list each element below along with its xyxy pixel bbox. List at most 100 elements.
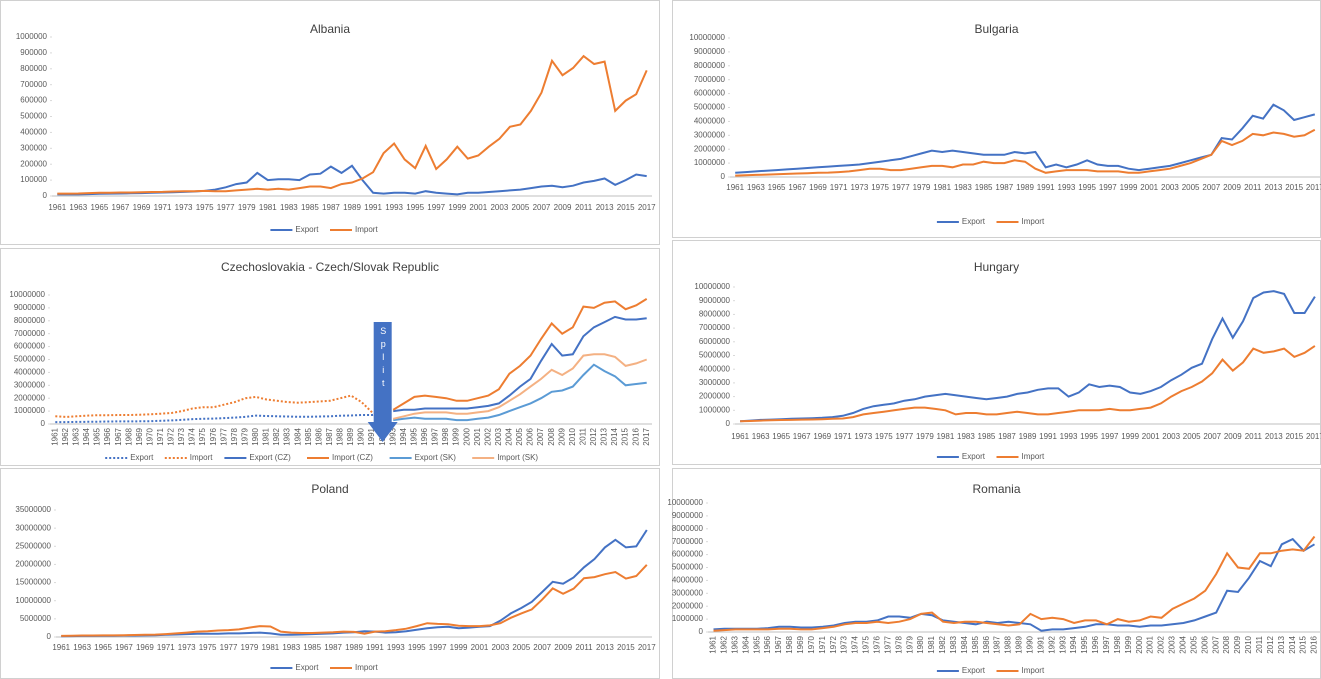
x-tick-label: 1975	[875, 432, 893, 441]
x-tick-label: 1991	[1039, 432, 1057, 441]
y-tick-label: 5000000	[14, 355, 46, 364]
x-tick-label: 1987	[998, 432, 1016, 441]
x-tick-label: 1995	[1078, 183, 1096, 192]
x-tick-label: 1999	[448, 203, 466, 212]
x-tick-label: 1985	[303, 643, 321, 652]
panel	[672, 240, 1321, 465]
x-tick-label: 1975	[871, 183, 889, 192]
x-tick-label: 2007	[1202, 183, 1220, 192]
x-tick-label: 1981	[259, 203, 277, 212]
x-tick-label: 1985	[301, 203, 319, 212]
y-tick-label: 2000000	[14, 393, 46, 402]
y-tick-label: 6000000	[672, 550, 704, 559]
y-tick-label: 1000000	[694, 158, 726, 167]
x-tick-label: 2003	[491, 643, 509, 652]
x-tick-label: 1970	[145, 427, 154, 445]
x-tick-label: 1991	[364, 203, 382, 212]
x-tick-label: 1991	[367, 427, 376, 445]
y-tick-label: 5000000	[20, 614, 52, 623]
x-tick-label: 2001	[473, 427, 482, 445]
x-tick-label: 2017	[642, 427, 651, 445]
x-tick-label: 2010	[1244, 635, 1253, 653]
series-line	[392, 298, 648, 411]
x-tick-label: 2016	[631, 427, 640, 445]
y-tick-label: 8000000	[14, 316, 46, 325]
x-tick-label: 2001	[471, 643, 489, 652]
x-tick-label: 1969	[136, 643, 154, 652]
x-tick-label: 2009	[557, 427, 566, 445]
y-tick-label: 0	[699, 627, 704, 636]
x-tick-label: 1975	[862, 635, 871, 653]
x-tick-label: 1983	[954, 183, 972, 192]
x-tick-label: 1997	[1102, 635, 1111, 653]
x-tick-label: 1963	[752, 432, 770, 441]
x-tick-label: 1977	[219, 427, 228, 445]
panel	[0, 0, 660, 245]
y-tick-label: 10000000	[694, 282, 730, 291]
split-arrow	[367, 322, 398, 442]
legend-label: Import	[1022, 452, 1045, 461]
x-tick-label: 1984	[293, 427, 302, 445]
x-tick-label: 1983	[280, 203, 298, 212]
x-tick-label: 2001	[1146, 635, 1155, 653]
legend-label: Import	[355, 663, 378, 672]
y-tick-label: 1000000	[672, 614, 704, 623]
y-tick-label: 7000000	[694, 75, 726, 84]
x-tick-label: 2009	[1233, 635, 1242, 653]
x-tick-label: 1973	[177, 427, 186, 445]
x-tick-label: 1987	[324, 643, 342, 652]
x-tick-label: 1977	[217, 203, 235, 212]
x-tick-label: 1993	[1058, 183, 1076, 192]
x-tick-label: 1969	[813, 432, 831, 441]
x-tick-label: 1988	[336, 427, 345, 445]
y-tick-label: 10000000	[9, 290, 45, 299]
x-tick-label: 2011	[1255, 635, 1264, 653]
x-tick-label: 2011	[1245, 432, 1263, 441]
x-tick-label: 2008	[1222, 635, 1231, 653]
y-tick-label: 0	[47, 632, 52, 641]
x-tick-label: 1995	[408, 643, 426, 652]
annotation: Split	[378, 326, 388, 391]
y-tick-label: 30000000	[15, 523, 51, 532]
y-tick-label: 3000000	[699, 378, 731, 387]
x-tick-label: 1997	[427, 203, 445, 212]
x-tick-label: 2001	[1142, 432, 1160, 441]
y-tick-label: 10000000	[689, 33, 725, 42]
x-tick-label: 2004	[505, 427, 514, 445]
y-tick-label: 100000	[20, 175, 47, 184]
y-tick-label: 900000	[20, 48, 47, 57]
x-tick-label: 1985	[304, 427, 313, 445]
x-tick-label: 1984	[960, 635, 969, 653]
x-tick-label: 2015	[617, 643, 635, 652]
y-tick-label: 4000000	[14, 368, 46, 377]
x-tick-label: 1963	[73, 643, 91, 652]
y-tick-label: 1000000	[14, 406, 46, 415]
legend-label: Export	[130, 453, 154, 462]
x-tick-label: 1997	[1099, 183, 1117, 192]
series-line	[735, 128, 1316, 177]
y-tick-label: 9000000	[699, 296, 731, 305]
y-tick-label: 3000000	[672, 588, 704, 597]
x-tick-label: 2005	[515, 427, 524, 445]
y-tick-label: 8000000	[699, 310, 731, 319]
legend-label: Import	[1022, 217, 1045, 226]
y-tick-label: 3000000	[694, 130, 726, 139]
y-tick-label: 500000	[20, 112, 47, 121]
x-tick-label: 2007	[1203, 432, 1221, 441]
legend-label: Export	[962, 666, 986, 675]
x-tick-label: 1977	[892, 183, 910, 192]
y-tick-label: 1000000	[16, 32, 48, 41]
x-tick-label: 1961	[48, 203, 66, 212]
x-tick-label: 1998	[441, 427, 450, 445]
y-tick-label: 0	[726, 419, 731, 428]
legend-label: Import	[1022, 666, 1045, 675]
x-tick-label: 1963	[69, 203, 87, 212]
x-tick-label: 1961	[726, 183, 744, 192]
x-tick-label: 1963	[730, 635, 739, 653]
x-tick-label: 2015	[617, 203, 635, 212]
x-tick-label: 1979	[241, 643, 259, 652]
x-tick-label: 1999	[1120, 183, 1138, 192]
series-line	[393, 363, 647, 422]
chart-title: Poland	[311, 482, 348, 496]
